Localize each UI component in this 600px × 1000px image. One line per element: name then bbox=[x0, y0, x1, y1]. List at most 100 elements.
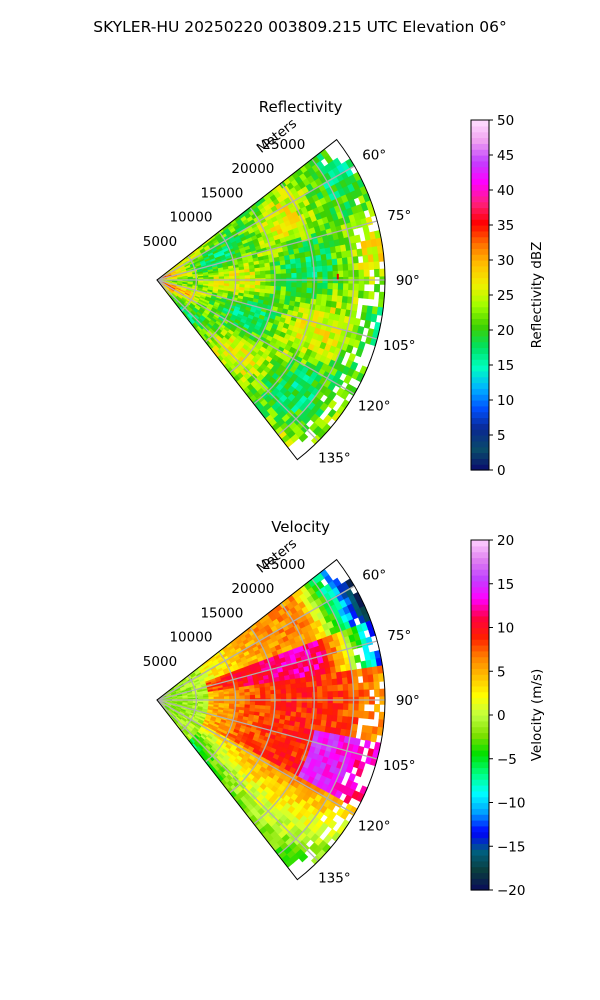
data-cell bbox=[358, 703, 365, 712]
data-cell bbox=[305, 261, 313, 268]
data-cell bbox=[290, 286, 298, 293]
colorbar-bin bbox=[471, 878, 489, 885]
range-tick-label: 5000 bbox=[143, 234, 177, 250]
data-cell bbox=[331, 715, 338, 723]
colorbar-bin bbox=[471, 411, 489, 419]
data-cell bbox=[322, 271, 329, 278]
range-tick-label: 25000 bbox=[262, 137, 305, 153]
theta-gridline bbox=[156, 220, 378, 281]
data-cell bbox=[352, 262, 360, 271]
colorbar-tick-label: 20 bbox=[497, 323, 514, 339]
data-cell bbox=[291, 272, 298, 279]
colorbar-bin bbox=[471, 709, 489, 716]
data-cell bbox=[317, 691, 324, 698]
chart-title: Reflectivity bbox=[259, 98, 343, 116]
colorbar-bin bbox=[471, 750, 489, 757]
data-cell bbox=[306, 287, 313, 294]
max-echo-cell bbox=[336, 273, 339, 280]
colorbar-bin bbox=[471, 738, 489, 745]
colorbar-bin bbox=[471, 744, 489, 751]
colorbar-tick-label: 5 bbox=[497, 664, 506, 680]
data-cell bbox=[332, 283, 339, 291]
data-cell bbox=[373, 681, 380, 690]
chart-title: Velocity bbox=[271, 518, 330, 536]
colorbar-tick-label: 25 bbox=[497, 288, 514, 304]
data-cell bbox=[321, 294, 328, 302]
data-cell bbox=[342, 283, 350, 291]
data-cell bbox=[336, 295, 344, 304]
colorbar-bin bbox=[471, 720, 489, 728]
data-cell bbox=[275, 282, 282, 288]
data-cell bbox=[374, 268, 381, 278]
colorbar-bin bbox=[471, 639, 489, 646]
colorbar-bin bbox=[471, 400, 489, 407]
data-cell bbox=[332, 289, 339, 297]
data-cell bbox=[280, 706, 287, 712]
colorbar-bin bbox=[471, 236, 489, 244]
colorbar-bin bbox=[471, 382, 489, 389]
data-cell bbox=[296, 287, 303, 294]
data-cell bbox=[305, 712, 313, 720]
colorbar-bin bbox=[471, 732, 489, 739]
data-cell bbox=[291, 702, 298, 708]
data-cell bbox=[362, 645, 370, 655]
data-cell bbox=[327, 708, 334, 716]
colorbar-bin bbox=[471, 452, 489, 459]
theta-gridline bbox=[156, 699, 319, 862]
data-cell bbox=[355, 347, 364, 358]
colorbar-bin bbox=[471, 586, 489, 594]
data-cell bbox=[317, 282, 324, 290]
colorbar-bin bbox=[471, 347, 489, 354]
colorbar-bin bbox=[471, 359, 489, 366]
data-cell bbox=[342, 683, 349, 692]
colorbar-bin bbox=[471, 353, 489, 360]
theta-tick-label: 105° bbox=[383, 758, 416, 774]
data-cell bbox=[301, 702, 308, 709]
panel-velocity: Velocity 60° 75° 90° 105° 120° 135° 5000 10000 15… bbox=[143, 518, 545, 899]
colorbar-bin bbox=[471, 306, 489, 314]
colorbar-bin bbox=[471, 131, 489, 139]
colorbar-bin bbox=[471, 802, 489, 809]
colorbar-bin bbox=[471, 388, 489, 395]
colorbar-tick-label: −10 bbox=[497, 796, 526, 812]
range-tick-label: 15000 bbox=[200, 185, 243, 201]
data-cell bbox=[306, 686, 313, 694]
data-cell bbox=[286, 273, 293, 279]
data-cell bbox=[363, 710, 370, 720]
colorbar-bin bbox=[471, 779, 489, 786]
data-cell bbox=[255, 274, 261, 279]
data-cell bbox=[229, 275, 236, 280]
data-cell bbox=[265, 281, 272, 287]
data-cell bbox=[343, 270, 350, 278]
colorbar-bin bbox=[471, 160, 489, 168]
data-cell bbox=[280, 268, 287, 275]
data-cell bbox=[337, 283, 344, 291]
theta-gridline bbox=[156, 699, 378, 760]
data-cell bbox=[358, 269, 365, 278]
data-cell bbox=[362, 225, 370, 235]
colorbar-bin bbox=[471, 435, 489, 442]
colorbar-bin bbox=[471, 674, 489, 681]
data-cell bbox=[275, 269, 282, 275]
data-cell bbox=[306, 272, 313, 279]
colorbar-bin bbox=[471, 394, 489, 401]
data-cell bbox=[301, 692, 308, 699]
range-gridline bbox=[180, 255, 197, 312]
data-cell bbox=[260, 274, 267, 279]
colorbar-bin bbox=[471, 429, 489, 436]
data-cell bbox=[358, 283, 365, 292]
data-cell bbox=[374, 703, 381, 713]
colorbar-bin bbox=[471, 790, 489, 798]
colorbar-bin bbox=[471, 540, 489, 547]
colorbar-bin bbox=[471, 604, 489, 611]
data-cell bbox=[321, 259, 328, 267]
data-cell bbox=[301, 267, 308, 274]
range-gridline bbox=[253, 602, 315, 825]
colorbar-bin bbox=[471, 691, 489, 699]
colorbar-bin bbox=[471, 773, 489, 780]
data-cell bbox=[298, 432, 309, 443]
range-tick-label: 15000 bbox=[200, 605, 243, 621]
colorbar-bin bbox=[471, 685, 489, 693]
data-cell bbox=[239, 275, 246, 280]
data-cell bbox=[326, 679, 333, 687]
